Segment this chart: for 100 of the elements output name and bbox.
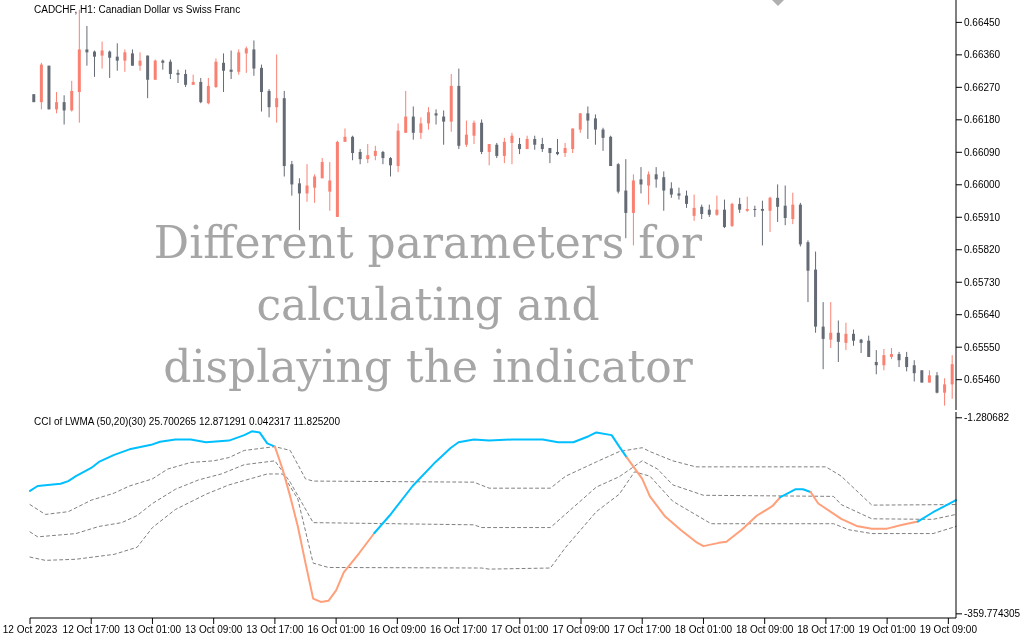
candlestick <box>829 301 833 349</box>
candlestick <box>730 202 734 228</box>
candlestick <box>722 199 726 229</box>
candlestick <box>760 200 764 246</box>
candlestick <box>434 108 438 126</box>
candlestick <box>55 91 59 114</box>
candlestick <box>601 127 605 152</box>
y-tick-label: 0.66180 <box>964 114 1001 126</box>
candlestick <box>442 109 446 146</box>
candlestick <box>115 42 119 72</box>
candlestick <box>897 351 901 368</box>
line-series <box>373 431 628 535</box>
candlestick <box>138 51 142 72</box>
candlestick <box>328 161 332 212</box>
candlestick <box>586 105 590 140</box>
x-tick-label: 16 Oct 17:00 <box>429 624 488 636</box>
candlestick <box>859 338 863 354</box>
x-tick-label: 12 Oct 17:00 <box>62 624 121 636</box>
candlestick <box>624 158 628 239</box>
x-tick-label: 17 Oct 09:00 <box>552 624 611 636</box>
y-tick-label: 0.65460 <box>964 374 1001 386</box>
candlestick <box>411 105 415 141</box>
x-tick-label: 18 Oct 01:00 <box>674 624 733 636</box>
candlestick <box>93 50 96 78</box>
candlestick <box>252 39 256 77</box>
candlestick <box>912 359 916 382</box>
candlestick <box>313 173 317 204</box>
chart-title: CCI of LWMA (50,20)(30) 25.700265 12.871291 0.042317 11.825200 <box>34 416 340 427</box>
candlestick <box>404 90 408 134</box>
candlestick <box>108 50 112 79</box>
candlestick <box>123 48 127 73</box>
candlestick <box>571 127 575 154</box>
candlestick <box>85 25 89 67</box>
candlestick <box>563 142 567 158</box>
candlestick <box>715 195 719 217</box>
x-tick-label: 16 Oct 09:00 <box>368 624 427 636</box>
candlestick <box>426 106 430 131</box>
y-tick-label: 0.65730 <box>964 276 1001 288</box>
x-tick-label: 17 Oct 01:00 <box>491 624 549 636</box>
y-tick-label: -1.280682 <box>964 412 1010 424</box>
candlestick <box>351 135 355 161</box>
x-tick-label: 13 Oct 17:00 <box>246 624 304 636</box>
candlestick <box>654 166 658 189</box>
y-tick-label: 0.66090 <box>964 146 1001 158</box>
candlestick <box>578 112 582 134</box>
candlestick <box>275 54 279 124</box>
x-tick-label: 17 Oct 17:00 <box>613 624 672 636</box>
candlestick <box>472 120 476 145</box>
candlestick <box>836 319 840 363</box>
x-tick-label: 13 Oct 09:00 <box>185 624 243 636</box>
candlestick <box>692 194 696 222</box>
y-tick-label: 0.65910 <box>964 211 1001 223</box>
candlestick <box>229 50 233 80</box>
x-tick-label: 18 Oct 17:00 <box>797 624 855 636</box>
candlestick <box>821 301 825 370</box>
y-tick-label: 0.66270 <box>964 81 1001 93</box>
line-series <box>809 491 919 530</box>
candlestick <box>548 147 552 164</box>
candlestick <box>343 127 347 143</box>
candlestick <box>776 183 780 223</box>
candlestick <box>677 187 681 201</box>
y-tick-label: 0.65550 <box>964 341 1001 353</box>
candlestick <box>487 143 491 166</box>
candlestick <box>662 170 666 212</box>
candlestick <box>464 120 468 148</box>
candlestick <box>267 88 271 118</box>
candlestick <box>867 335 871 358</box>
x-tick-label: 16 Oct 01:00 <box>307 624 366 636</box>
candlestick <box>639 166 643 194</box>
x-tick-label: 19 Oct 01:00 <box>858 624 917 636</box>
candlestick <box>222 52 226 93</box>
annotation: Different parameters for calculating and displaying the indicator <box>152 216 704 394</box>
candlestick <box>844 322 848 351</box>
candlestick <box>389 156 393 177</box>
line-series <box>625 456 781 548</box>
x-tick-label: 12 Oct 2023 <box>2 624 58 636</box>
candlestick <box>62 94 66 126</box>
y-tick-label: 0.65820 <box>964 244 1001 256</box>
candlestick <box>381 150 385 165</box>
candlestick <box>874 349 878 375</box>
candlestick <box>502 137 506 164</box>
candlestick <box>366 143 370 164</box>
candlestick <box>153 59 157 81</box>
candlestick <box>244 46 248 74</box>
line-series <box>29 446 957 515</box>
candlestick <box>768 196 772 233</box>
candlestick <box>206 77 210 105</box>
candlestick <box>100 41 104 70</box>
candlestick <box>593 113 597 146</box>
chart-title: CADCHF, H1: Canadian Dollar vs Swiss Franc <box>34 4 241 15</box>
y-tick-label: 0.66360 <box>964 49 1001 61</box>
candlestick <box>168 59 172 80</box>
candlestick <box>905 351 909 372</box>
candlestick <box>882 348 886 371</box>
x-tick-label: 13 Oct 01:00 <box>123 624 182 636</box>
candlestick <box>290 160 294 197</box>
candlestick <box>419 116 423 140</box>
candlestick <box>943 377 947 407</box>
y-tick-label: 0.66000 <box>964 179 1001 191</box>
candlestick <box>176 69 180 84</box>
